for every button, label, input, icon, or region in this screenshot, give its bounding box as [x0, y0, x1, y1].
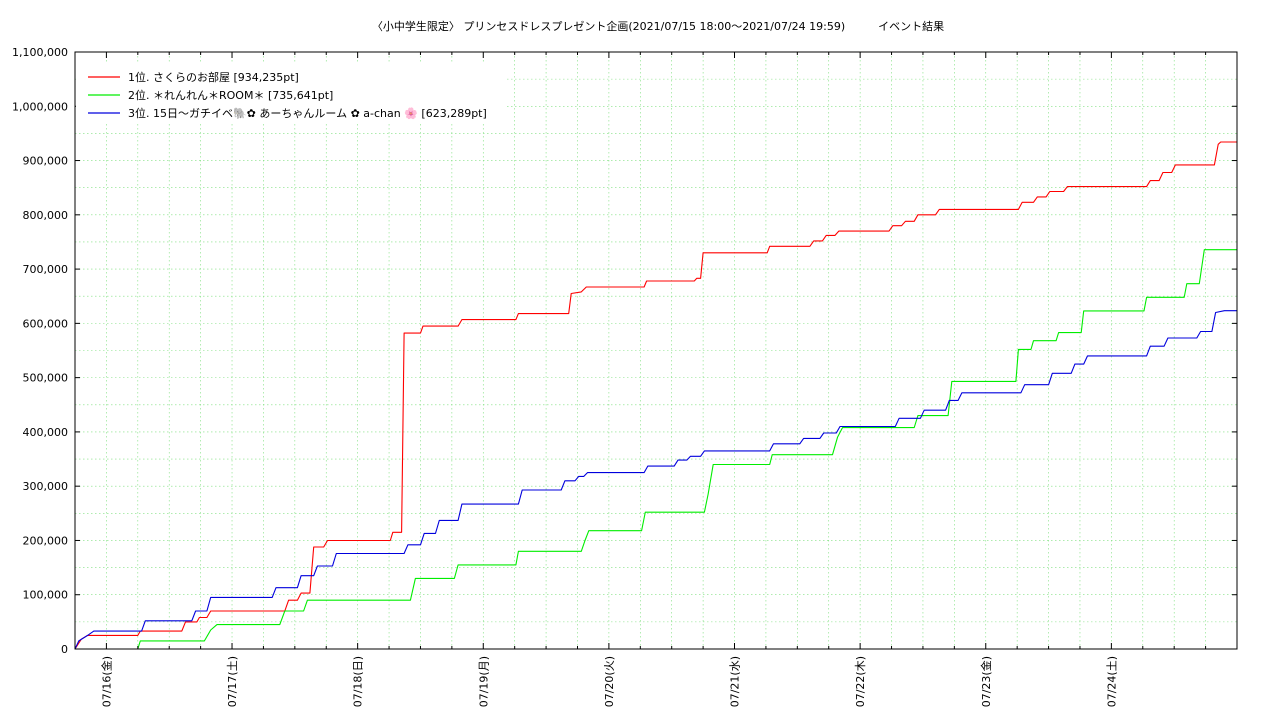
- legend-label-3: 3位. 15日〜ガチイベ🐘✿ あーちゃんルーム ✿ a-chan 🌸 [623,…: [128, 106, 487, 120]
- x-tick-label: 07/20(火): [603, 656, 616, 707]
- plot-frame: [74, 51, 1238, 650]
- y-tick-label: 500,000: [23, 372, 69, 385]
- x-tick-label: 07/22(木): [854, 656, 867, 707]
- y-tick-label: 100,000: [23, 589, 69, 602]
- y-axis: 0 100,000 200,000 300,000 400,000 500,000 600,…: [12, 46, 1237, 656]
- y-tick-label: 400,000: [23, 426, 69, 439]
- legend-background: [76, 64, 506, 122]
- y-tick-label: 0: [61, 643, 68, 656]
- y-tick-label: 1,100,000: [12, 46, 68, 59]
- y-tick-label: 800,000: [23, 209, 69, 222]
- y-tick-label: 700,000: [23, 263, 69, 276]
- x-tick-label: 07/23(金): [979, 656, 993, 707]
- legend: 1位. さくらのお部屋 [934,235pt] 2位. ＊れんれん＊ROOM＊ […: [76, 64, 506, 122]
- series-line-2: [75, 249, 1237, 650]
- x-tick-label: 07/16(金): [99, 656, 113, 707]
- x-tick-label: 07/21(水): [729, 656, 742, 707]
- x-tick-label: 07/24(土): [1105, 656, 1118, 707]
- y-tick-label: 300,000: [23, 480, 69, 493]
- legend-label-1: 1位. さくらのお部屋 [934,235pt]: [128, 70, 299, 84]
- series-line-1: [74, 141, 1237, 650]
- x-tick-label: 07/18(日): [352, 656, 365, 707]
- x-tick-label: 07/17(土): [226, 656, 239, 707]
- series-lines: [74, 141, 1237, 650]
- chart-title: 〈小中学生限定〉 プリンセスドレスプレゼント企画(2021/07/15 18:0…: [372, 19, 944, 33]
- x-axis: 07/16(金) 07/17(土) 07/18(日) 07/19(月) 07/20(火)…: [74, 52, 1238, 707]
- series-line-3: [74, 310, 1237, 650]
- x-tick-label: 07/19(月): [477, 656, 490, 707]
- y-tick-label: 900,000: [23, 155, 69, 168]
- y-tick-label: 1,000,000: [12, 100, 68, 113]
- grid-lines: [75, 51, 1237, 650]
- y-tick-label: 600,000: [23, 317, 69, 330]
- legend-label-2: 2位. ＊れんれん＊ROOM＊ [735,641pt]: [128, 88, 333, 102]
- y-tick-label: 200,000: [23, 534, 69, 547]
